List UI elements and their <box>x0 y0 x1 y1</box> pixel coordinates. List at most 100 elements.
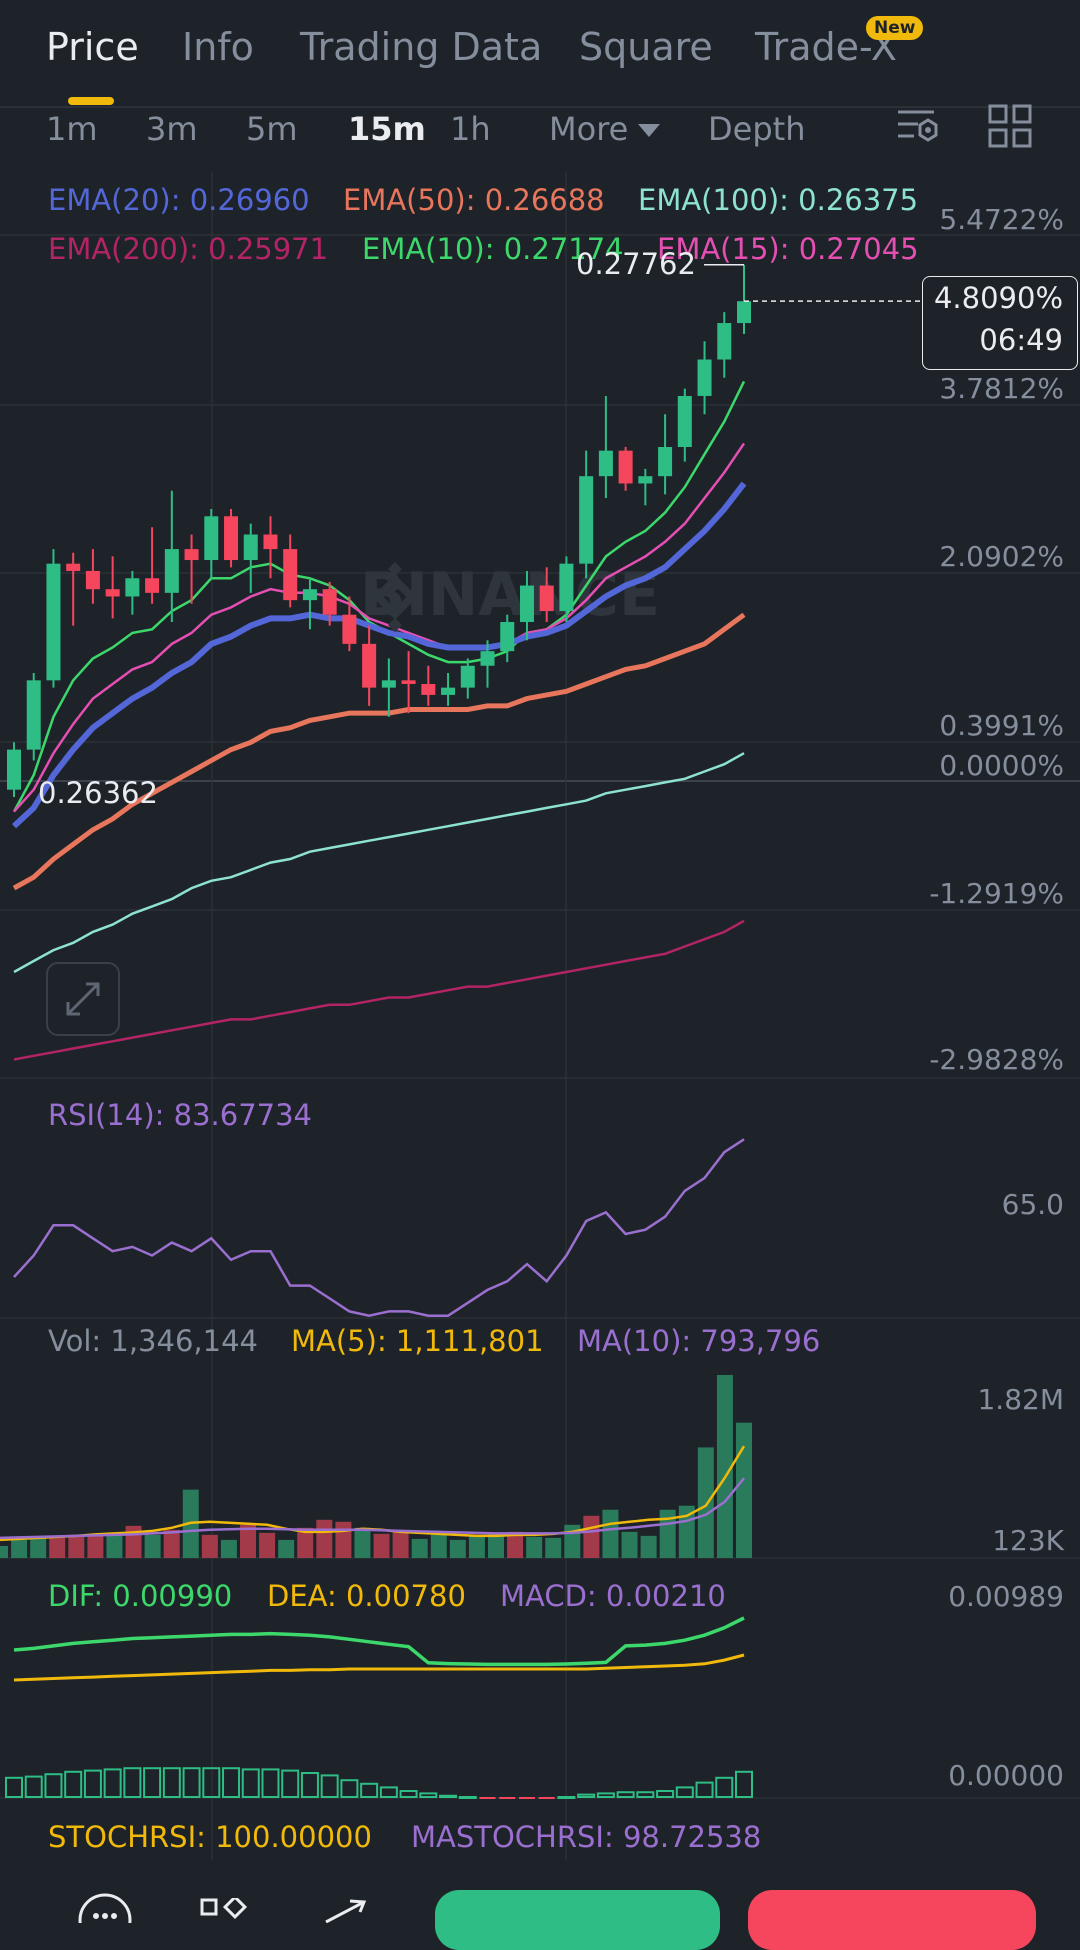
macd-histogram-bar <box>162 1767 181 1798</box>
macd-histogram-bar <box>340 1779 359 1798</box>
macd-histogram-bar <box>24 1775 43 1798</box>
interval-3m[interactable]: 3m <box>146 110 198 148</box>
price-axis-label: 0.3991% <box>939 709 1064 742</box>
macd-histogram-bar <box>241 1768 260 1799</box>
candle-body <box>480 651 495 666</box>
macd-histogram-bar <box>419 1792 438 1799</box>
top-tab-bar: Price Info Trading Data Square Trade-X N… <box>0 0 1080 108</box>
price-axis-label: 3.7812% <box>939 372 1064 405</box>
interval-1m[interactable]: 1m <box>46 110 98 148</box>
volume-bar <box>736 1422 752 1558</box>
interval-depth[interactable]: Depth <box>708 110 806 148</box>
legend-ema50: EMA(50): 0.26688 <box>343 183 605 217</box>
macd-histogram-bar <box>636 1791 655 1798</box>
macd-histogram-bar <box>499 1797 516 1799</box>
candle-body <box>638 476 653 484</box>
macd-histogram-bar <box>399 1790 418 1798</box>
macd-histogram-bar <box>596 1792 615 1799</box>
candle-body <box>559 563 574 612</box>
macd-histogram-bar <box>735 1770 753 1799</box>
interval-more-label: More <box>549 110 629 148</box>
high-price-label: 0.27762 <box>576 247 696 281</box>
volume-bar <box>144 1534 161 1558</box>
candle-body <box>145 578 160 593</box>
volume-bar <box>583 1515 600 1558</box>
candle-body <box>204 516 219 561</box>
layout-grid-icon[interactable] <box>988 104 1032 148</box>
candle-body <box>539 585 554 612</box>
candle-body <box>579 476 594 564</box>
share-icon[interactable] <box>320 1898 370 1923</box>
volume-axis-label: 123K <box>992 1524 1064 1557</box>
macd-histogram-bar <box>44 1773 63 1798</box>
macd-histogram-bar <box>538 1797 555 1799</box>
volume-bar <box>411 1538 428 1558</box>
macd-histogram-bar <box>715 1776 734 1799</box>
candle-body <box>66 563 81 571</box>
candle-body <box>7 749 21 790</box>
macd-histogram-bar <box>320 1774 339 1799</box>
volume-bar <box>716 1375 733 1558</box>
interval-15m[interactable]: 15m <box>348 110 426 148</box>
tab-info[interactable]: Info <box>182 25 254 69</box>
tab-price[interactable]: Price <box>46 25 139 69</box>
macd-histogram-bar <box>143 1767 162 1798</box>
interval-5m[interactable]: 5m <box>246 110 298 148</box>
ema-line-ema100 <box>13 752 745 974</box>
candle-body <box>105 589 120 597</box>
candle-body <box>460 665 475 688</box>
legend-vol-ma5: MA(5): 1,111,801 <box>291 1324 544 1358</box>
macd-histogram-bar <box>222 1767 241 1798</box>
candle-body <box>717 323 732 360</box>
macd-histogram-bar <box>261 1768 280 1799</box>
macd-histogram-bar <box>439 1794 458 1799</box>
indicator-settings-icon[interactable] <box>896 104 940 148</box>
macd-histogram-bar <box>616 1791 635 1798</box>
macd-histogram-bar <box>695 1781 714 1798</box>
macd-axis-label: 0.00989 <box>948 1580 1064 1613</box>
candle-body <box>658 447 673 477</box>
volume-ma5-line <box>0 1445 746 1542</box>
interval-bar: 1m 3m 5m 15m 1h More Depth <box>0 106 1080 172</box>
widgets-icon[interactable] <box>200 1898 250 1923</box>
current-change-pct: 4.8090% <box>933 281 1063 315</box>
ema-line-ema50 <box>12 612 746 891</box>
low-price-label: 0.26362 <box>38 776 158 810</box>
volume-bar <box>488 1533 504 1558</box>
new-badge: New <box>866 16 924 40</box>
binance-logo-icon <box>372 561 418 633</box>
rsi-level-label: 65.0 <box>1001 1188 1064 1221</box>
buy-button[interactable] <box>435 1890 720 1950</box>
volume-bar <box>640 1535 657 1558</box>
sell-button[interactable] <box>748 1890 1036 1950</box>
expand-chart-button[interactable] <box>46 962 120 1036</box>
volume-bar <box>220 1539 237 1558</box>
macd-histogram-bar <box>202 1767 221 1798</box>
legend-mastochrsi: MASTOCHRSI: 98.72538 <box>411 1820 762 1854</box>
price-axis-label: -2.9828% <box>929 1043 1064 1076</box>
interval-more[interactable]: More <box>549 110 661 148</box>
current-price-box: 4.8090% 06:49 <box>922 276 1078 370</box>
volume-bar <box>11 1539 28 1558</box>
volume-bar <box>259 1532 276 1558</box>
active-tab-indicator <box>68 97 114 105</box>
volume-bar <box>297 1527 314 1558</box>
legend-rsi: RSI(14): 83.67734 <box>48 1098 313 1132</box>
tab-trading-data[interactable]: Trading Data <box>300 25 543 69</box>
legend-dea: DEA: 0.00780 <box>267 1579 466 1613</box>
candle-body <box>184 549 199 561</box>
macd-histogram-bar <box>281 1769 300 1798</box>
tab-square[interactable]: Square <box>579 25 713 69</box>
legend-ema10: EMA(10): 0.27174 <box>362 232 624 266</box>
volume-bar <box>659 1509 676 1558</box>
macd-histogram-bar <box>83 1769 102 1798</box>
volume-bar <box>125 1525 142 1558</box>
more-icon[interactable] <box>78 1890 132 1923</box>
candle-body <box>401 680 416 684</box>
macd-histogram-bar <box>577 1793 596 1798</box>
volume-bar <box>468 1535 485 1558</box>
interval-1h[interactable]: 1h <box>450 110 491 148</box>
volume-bar <box>163 1529 180 1558</box>
candle-body <box>618 450 633 484</box>
